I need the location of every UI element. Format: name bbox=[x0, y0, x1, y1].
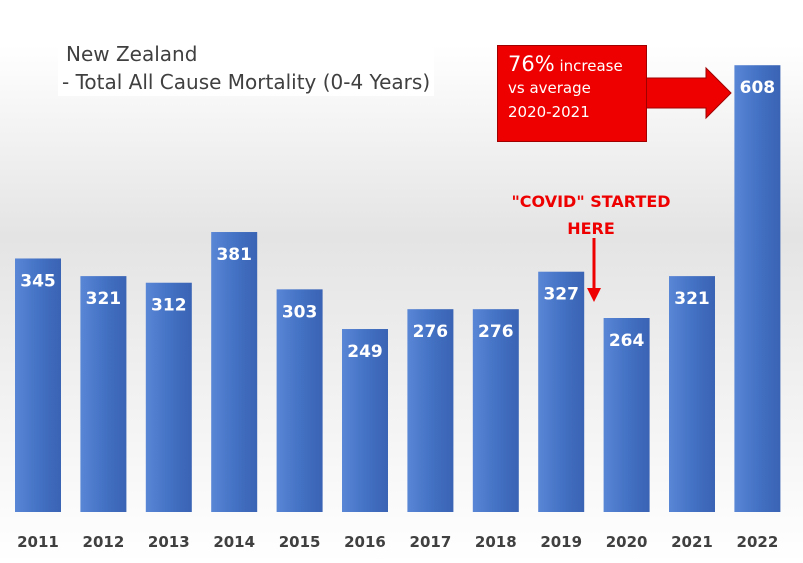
value-label-2014: 381 bbox=[216, 245, 252, 265]
chart-title: New Zealand - Total All Cause Mortality … bbox=[58, 38, 435, 96]
chart-title-line2: - Total All Cause Mortality (0-4 Years) bbox=[62, 70, 431, 94]
value-label-2016: 249 bbox=[347, 342, 383, 362]
x-tick-label-2012: 2012 bbox=[83, 533, 125, 551]
increase-line3: 2020-2021 bbox=[508, 103, 590, 121]
value-label-2018: 276 bbox=[478, 322, 514, 342]
bar-2022 bbox=[734, 65, 781, 512]
x-tick-label-2011: 2011 bbox=[17, 533, 59, 551]
bar-2013 bbox=[145, 282, 192, 512]
covid-annotation: "COVID" STARTED HERE bbox=[496, 188, 686, 242]
x-tick-label-2013: 2013 bbox=[148, 533, 190, 551]
x-tick-label-2022: 2022 bbox=[737, 533, 779, 551]
increase-percent: 76% bbox=[508, 52, 555, 76]
value-label-2021: 321 bbox=[674, 289, 710, 309]
value-label-2013: 312 bbox=[151, 296, 187, 316]
bar-2018 bbox=[472, 309, 519, 512]
value-label-2020: 264 bbox=[609, 331, 645, 351]
bar-2019 bbox=[538, 271, 585, 512]
covid-line2: HERE bbox=[567, 219, 615, 238]
value-label-2019: 327 bbox=[543, 285, 579, 305]
bar-2016 bbox=[342, 329, 388, 512]
value-label-2011: 345 bbox=[20, 271, 56, 291]
increase-word: increase bbox=[554, 57, 623, 75]
chart-title-line1: New Zealand bbox=[66, 42, 198, 66]
increase-callout: 76% increase vs average 2020-2021 bbox=[497, 45, 647, 142]
x-tick-labels-group: 2011 2012 2013 2014 2015 2016 2017 2018 2019 2020… bbox=[17, 533, 778, 551]
covid-line1: "COVID" STARTED bbox=[511, 192, 671, 211]
x-tick-label-2021: 2021 bbox=[671, 533, 713, 551]
value-label-2017: 276 bbox=[413, 322, 449, 342]
bars-group bbox=[15, 65, 781, 513]
x-tick-label-2020: 2020 bbox=[606, 533, 648, 551]
covid-arrow-head-icon bbox=[587, 288, 601, 302]
bar-2011 bbox=[15, 258, 61, 512]
bar-2017 bbox=[407, 309, 454, 512]
value-label-2022: 608 bbox=[740, 78, 776, 98]
value-label-2012: 321 bbox=[86, 289, 122, 309]
increase-line2: vs average bbox=[508, 79, 591, 97]
x-tick-label-2019: 2019 bbox=[540, 533, 582, 551]
bar-2020 bbox=[603, 318, 650, 512]
x-tick-label-2018: 2018 bbox=[475, 533, 517, 551]
bar-2015 bbox=[276, 289, 323, 512]
increase-arrow-icon bbox=[644, 66, 732, 120]
x-tick-label-2017: 2017 bbox=[410, 533, 452, 551]
bar-2012 bbox=[80, 276, 127, 512]
value-label-2015: 303 bbox=[282, 302, 318, 322]
bar-2021 bbox=[669, 276, 715, 512]
bar-2014 bbox=[211, 232, 258, 513]
value-labels-group: 345 321 312 381 303 249 276 276 327 264 321 608 bbox=[20, 78, 775, 362]
x-tick-label-2014: 2014 bbox=[213, 533, 255, 551]
x-tick-label-2016: 2016 bbox=[344, 533, 386, 551]
x-tick-label-2015: 2015 bbox=[279, 533, 321, 551]
